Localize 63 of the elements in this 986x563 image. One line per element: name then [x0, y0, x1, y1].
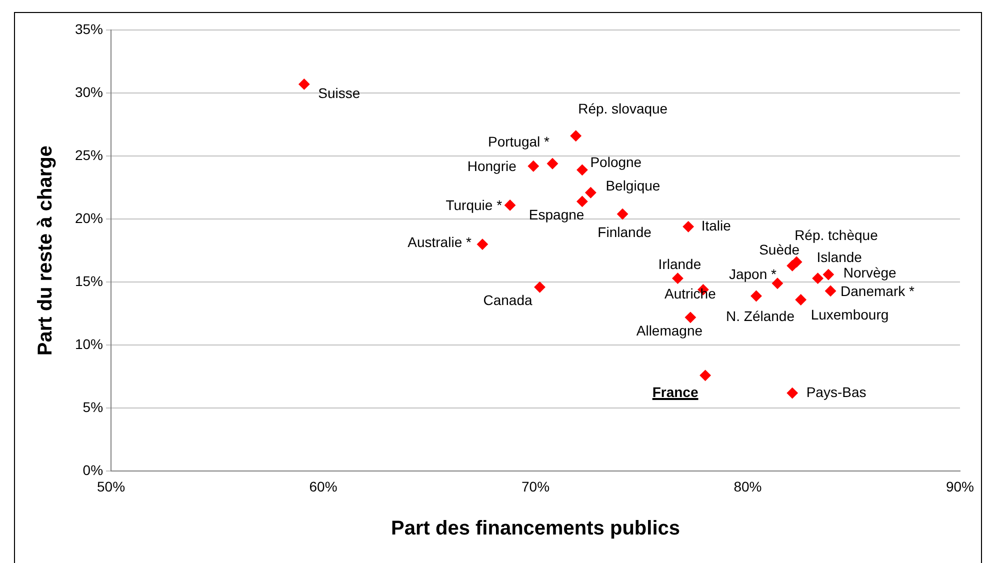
point [534, 282, 546, 293]
y-tick-label: 15% [74, 272, 104, 289]
point [504, 200, 516, 211]
y-tick-label: 20% [74, 210, 104, 226]
x-tick-label: 60% [309, 478, 338, 494]
data-label: Luxembourg [810, 306, 889, 323]
data-label: Irlande [658, 256, 702, 272]
x-axis-title: Part des financements publics [391, 518, 680, 540]
data-label: Suède [759, 242, 800, 258]
x-tick-label: 90% [946, 478, 974, 494]
data-label: Islande [816, 249, 862, 266]
data-label: Portugal * [488, 133, 550, 150]
point [786, 388, 798, 399]
point [795, 294, 806, 306]
point [576, 164, 588, 176]
data-label: Espagne [528, 206, 584, 222]
point [528, 160, 539, 172]
point [570, 130, 582, 142]
data-label: Danemark * [840, 282, 915, 299]
data-label: Japon * [728, 266, 778, 282]
point [772, 278, 783, 289]
data-label: Suisse [318, 85, 360, 102]
data-label: Pologne [590, 154, 642, 170]
point [812, 272, 824, 284]
data-label: Rép. tchèque [794, 226, 878, 243]
data-label: Belgique [606, 177, 660, 194]
point [822, 269, 834, 280]
data-label: Australie * [408, 234, 472, 250]
y-tick-label: 0% [82, 462, 104, 478]
point [682, 221, 694, 232]
data-label: Turquie * [446, 197, 503, 214]
point [700, 370, 711, 381]
point [825, 285, 836, 296]
point [791, 256, 802, 268]
y-tick-label: 5% [82, 399, 104, 416]
y-tick-label: 10% [74, 336, 104, 352]
y-tick-label: 30% [74, 84, 104, 100]
y-axis-title: Part du reste à charge [34, 146, 57, 356]
point [576, 196, 588, 207]
data-label: Rép. slovaque [578, 100, 668, 117]
point [750, 290, 762, 302]
data-label: Finlande [598, 224, 652, 240]
data-label: Pays-Bas [806, 384, 866, 400]
point [546, 158, 558, 170]
data-label: Hongrie [467, 158, 517, 174]
data-label: Allemagne [636, 322, 703, 338]
x-tick-label: 80% [734, 478, 762, 494]
data-label: Canada [483, 292, 532, 308]
data-label: Norvège [843, 264, 897, 280]
point [585, 187, 596, 198]
y-tick-label: 35% [74, 20, 104, 37]
data-label: Autriche [664, 286, 716, 302]
data-label: N. Zélande [726, 308, 795, 324]
data-label: France [652, 384, 698, 400]
y-tick-label: 25% [74, 146, 104, 163]
point [672, 272, 684, 284]
x-tick-label: 70% [521, 478, 550, 494]
point [617, 208, 628, 220]
x-tick-label: 50% [97, 478, 126, 494]
data-label: Italie [701, 218, 732, 234]
point [476, 238, 488, 250]
point [684, 312, 696, 323]
point [298, 78, 310, 90]
